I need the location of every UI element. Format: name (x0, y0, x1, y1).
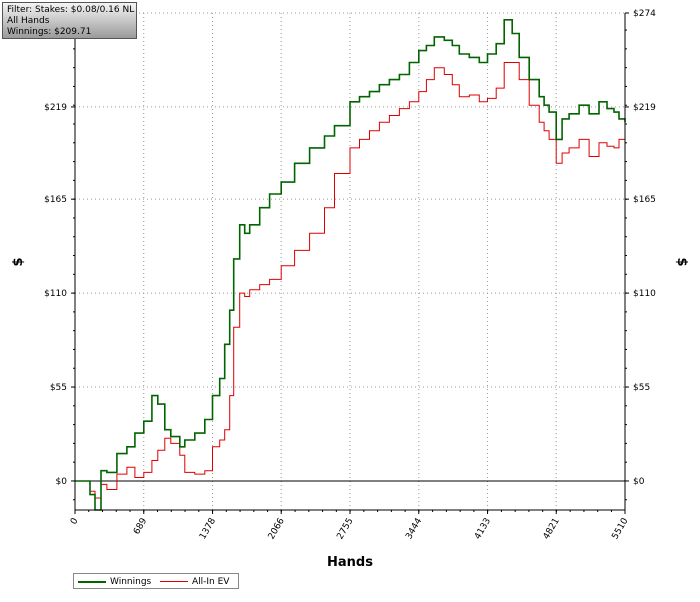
y-tick-label-right: $110 (633, 289, 656, 299)
y-tick-label-left: $0 (56, 477, 68, 487)
y-tick-label-right: $219 (633, 103, 656, 113)
x-axis-title: Hands (327, 555, 373, 570)
y-tick-label-left: $165 (44, 195, 67, 205)
legend-item-allin: All-In EV (160, 576, 229, 588)
legend-swatch-winnings (78, 580, 106, 583)
x-tick-label: 0 (69, 516, 81, 526)
x-tick-label: 3444 (404, 516, 424, 541)
legend-label-winnings: Winnings (110, 577, 152, 587)
y-ticks-right: $0 $55 $110 $165 $219 $274 (625, 9, 656, 487)
x-tick-label: 2066 (267, 516, 287, 541)
x-tick-label: 689 (132, 516, 149, 536)
hands-text: All Hands (7, 16, 50, 26)
y-tick-label-right: $55 (633, 383, 650, 393)
legend-item-winnings: Winnings (78, 576, 151, 588)
y-tick-label-right: $0 (633, 477, 645, 487)
x-ticks: 0 689 1378 2066 2755 3444 4133 4821 5510 (69, 510, 631, 541)
x-tick-label: 1378 (198, 516, 218, 541)
legend-label-allin: All-In EV (192, 577, 230, 587)
grid (75, 12, 625, 510)
filter-info-box: Filter: Stakes: $0.08/0.16 NL All Hands … (2, 2, 137, 39)
y-ticks-left: $0$55$110$165$219$274 (44, 9, 75, 487)
legend-swatch-allin (160, 581, 188, 582)
filter-text: Filter: Stakes: $0.08/0.16 NL (7, 5, 135, 15)
x-tick-label: 4821 (542, 517, 562, 542)
legend: Winnings All-In EV (73, 573, 239, 589)
x-tick-label: 2755 (335, 517, 355, 542)
series-winnings-line (75, 19, 626, 511)
series-layer (75, 19, 626, 511)
y-tick-label-left: $55 (50, 383, 67, 393)
y-axis-title-right: $ (674, 257, 689, 266)
x-tick-label: 5510 (610, 516, 630, 541)
winnings-text: Winnings: $209.71 (7, 27, 92, 37)
y-tick-label-right: $274 (633, 9, 656, 19)
y-tick-label-right: $165 (633, 195, 656, 205)
series-allin-line (75, 62, 626, 499)
x-tick-label: 4133 (473, 517, 493, 542)
y-tick-label-left: $219 (44, 103, 67, 113)
y-tick-label-left: $110 (44, 289, 67, 299)
y-axis-title-left: $ (11, 257, 26, 266)
